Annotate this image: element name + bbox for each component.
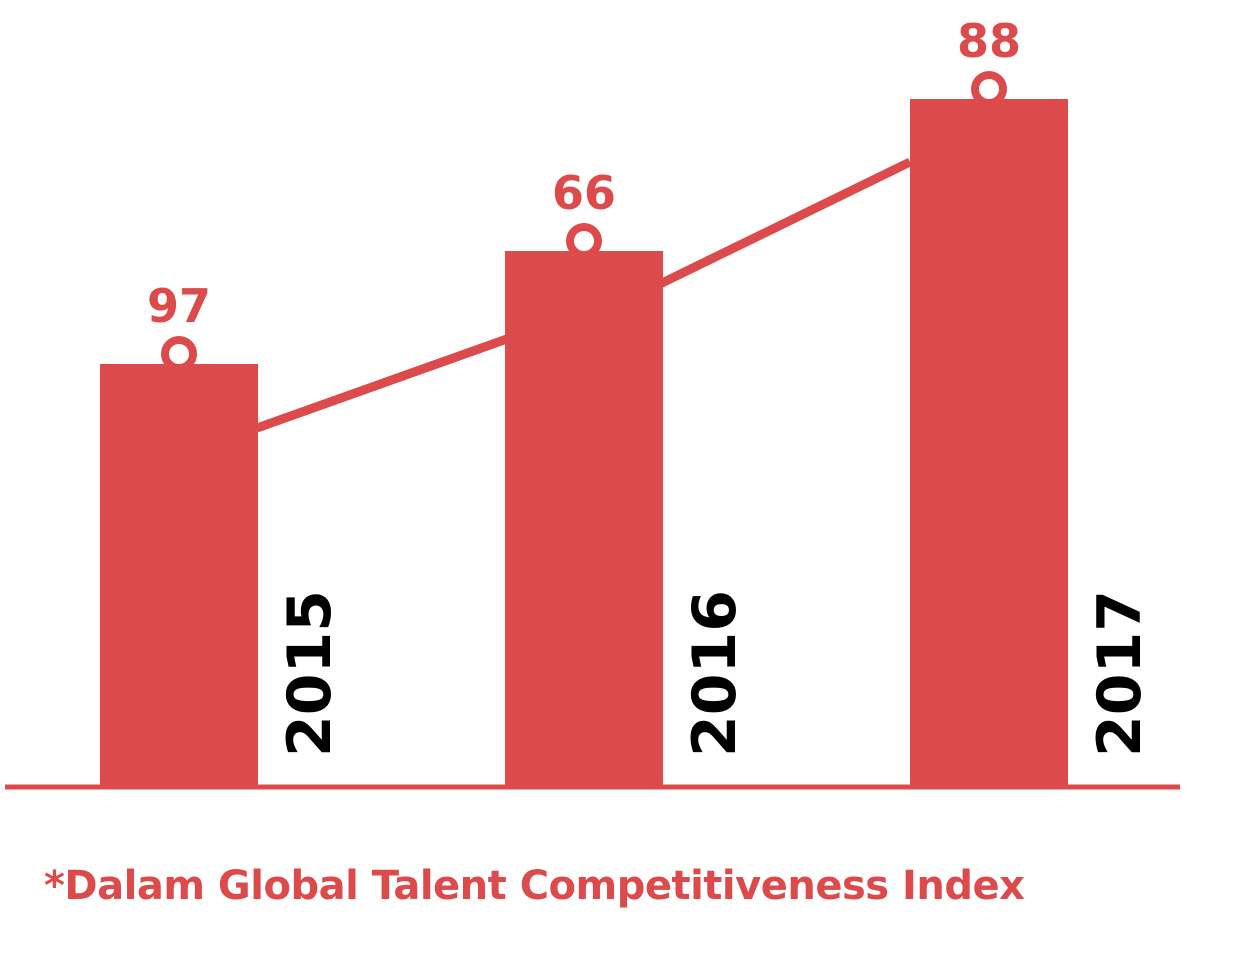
bar-2016 bbox=[505, 251, 663, 786]
category-label-2015: 2015 bbox=[275, 590, 345, 757]
marker-2015 bbox=[161, 336, 197, 372]
bar-2017 bbox=[910, 99, 1068, 786]
category-label-2016: 2016 bbox=[680, 590, 750, 757]
line-layer bbox=[255, 157, 912, 433]
chart-footnote: *Dalam Global Talent Competitiveness Ind… bbox=[44, 863, 1025, 909]
data-label-2015: 97 bbox=[147, 279, 211, 333]
marker-2016 bbox=[566, 223, 602, 259]
data-label-2017: 88 bbox=[957, 14, 1021, 68]
labels-layer: 97 2015 66 2016 88 2017 bbox=[147, 14, 1155, 757]
category-label-2017: 2017 bbox=[1085, 590, 1155, 757]
marker-2017 bbox=[971, 71, 1007, 107]
bars-layer bbox=[100, 99, 1068, 786]
bar-2015 bbox=[100, 364, 258, 786]
data-label-2016: 66 bbox=[552, 166, 616, 220]
trend-line bbox=[255, 157, 912, 433]
markers-layer bbox=[161, 71, 1007, 372]
